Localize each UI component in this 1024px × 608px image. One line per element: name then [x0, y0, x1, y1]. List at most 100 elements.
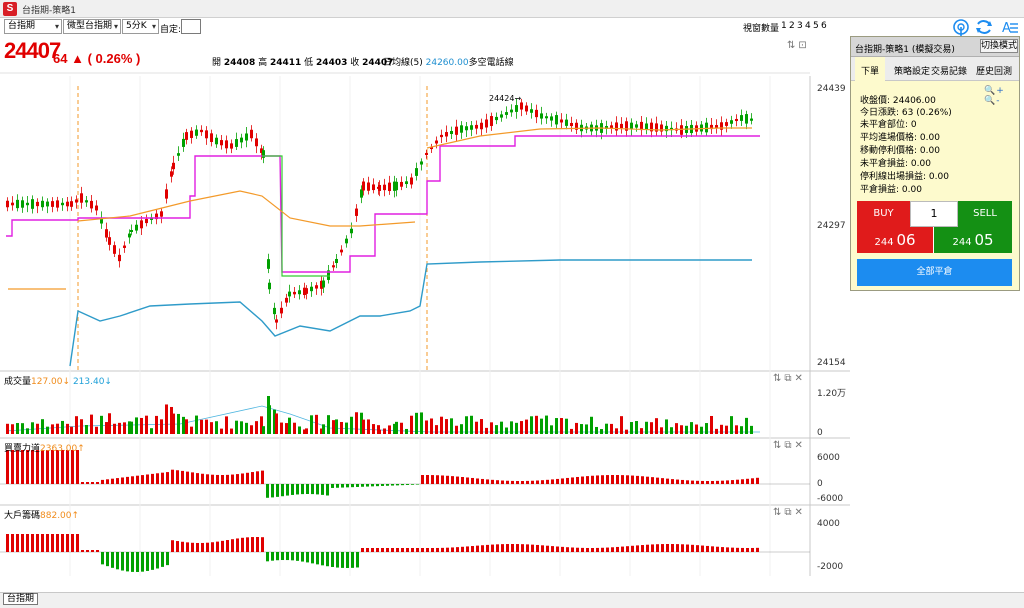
sell-price-button[interactable]: 244 05 — [934, 227, 1012, 253]
candle-body-65 — [305, 288, 308, 294]
tab-order[interactable]: 下單 — [855, 57, 886, 81]
volume-bar-27 — [135, 417, 138, 434]
big-bar-87 — [441, 547, 444, 552]
signal-icon[interactable] — [953, 19, 969, 36]
big-bar-119 — [601, 547, 604, 552]
force-bar-97 — [491, 479, 494, 484]
force-bar-85 — [431, 475, 434, 484]
force-bar-143 — [721, 480, 724, 484]
big-bar-94 — [476, 545, 479, 552]
ma-legend: 日均線(5) 24260.00多空電話線 — [383, 55, 514, 68]
volume-bar-74 — [345, 422, 348, 434]
contract-select[interactable]: 微型台指期 ▾ — [63, 19, 121, 34]
candle-body-35 — [172, 162, 175, 170]
tab-trade-records[interactable]: 交易記錄 — [931, 67, 968, 77]
volume-bar-100 — [465, 416, 468, 434]
big-bar-95 — [481, 545, 484, 552]
quantity-input[interactable]: 1 — [910, 201, 958, 227]
force-pane-controls[interactable]: ⇅⧉✕ — [773, 440, 806, 451]
volume-bar-65 — [305, 428, 308, 434]
candle-body-38 — [185, 132, 188, 140]
candle-body-94 — [435, 140, 438, 144]
candle-body-22 — [113, 245, 116, 254]
sell-button[interactable]: SELL — [958, 201, 1012, 227]
volume-bar-80 — [372, 424, 375, 434]
candle-body-103 — [480, 122, 483, 130]
view-count-1[interactable]: 1 — [781, 21, 787, 31]
view-count-5[interactable]: 5 — [813, 21, 819, 31]
close-all-button[interactable]: 全部平倉 — [857, 259, 1012, 286]
force-bar-48 — [246, 472, 249, 484]
tab-strategy-settings[interactable]: 策略設定 — [894, 67, 931, 77]
force-bar-45 — [231, 474, 234, 484]
view-count-2[interactable]: 2 — [789, 21, 795, 31]
view-count-6[interactable]: 6 — [821, 21, 827, 31]
volume-bar-5 — [31, 422, 34, 434]
candle-body-68 — [320, 280, 323, 289]
view-count-3[interactable]: 3 — [797, 21, 803, 31]
volume-y-label-zero: 0 — [817, 428, 823, 438]
force-bar-29 — [151, 473, 154, 484]
big-bar-7 — [41, 534, 44, 552]
symbol-select[interactable]: 台指期 ▾ — [4, 19, 62, 34]
volume-pane-controls[interactable]: ⇅⧉✕ — [773, 373, 806, 384]
switch-mode-button[interactable]: 切換模式 — [980, 39, 1018, 53]
candle-body-114 — [535, 109, 538, 118]
view-count-4[interactable]: 4 — [805, 21, 811, 31]
candle-body-37 — [182, 138, 185, 147]
volume-bar-2 — [16, 423, 19, 434]
price-change-value: 64 — [53, 51, 68, 66]
volume-bar-34 — [170, 406, 173, 434]
big-pane-controls[interactable]: ⇅⧉✕ — [773, 507, 806, 518]
zoom-in-icon[interactable]: 🔍+ — [984, 86, 1005, 96]
big-bar-35 — [181, 541, 184, 552]
big-bar-146 — [736, 547, 739, 552]
volume-bar-85 — [393, 423, 396, 434]
big-bar-148 — [746, 548, 749, 552]
candle-body-88 — [405, 181, 408, 185]
tab-backtest[interactable]: 歷史回測 — [976, 67, 1013, 77]
big-bar-104 — [526, 544, 529, 552]
force-bar-46 — [236, 474, 239, 484]
force-bar-126 — [636, 475, 639, 484]
candle-body-27 — [135, 224, 138, 231]
volume-bar-107 — [500, 421, 503, 434]
buy-button[interactable]: BUY — [857, 201, 910, 227]
candle-body-72 — [335, 258, 338, 264]
big-bar-50 — [256, 537, 259, 552]
volume-bar-139 — [660, 427, 663, 434]
big-bar-88 — [446, 547, 449, 552]
panel-tabs: 下單 策略設定 交易記錄 歷史回測 — [851, 57, 1019, 81]
big-bar-112 — [566, 547, 569, 552]
volume-bar-111 — [520, 421, 523, 434]
main-pane-settings-icon[interactable]: ⇅⊡ — [787, 40, 810, 51]
strategy-label: 多空電話線 — [468, 58, 514, 68]
force-bar-78 — [396, 484, 399, 486]
big-bar-78 — [396, 548, 399, 552]
big-bar-58 — [296, 552, 299, 561]
big-bar-76 — [386, 548, 389, 552]
big-bar-65 — [331, 552, 334, 567]
zoom-out-icon[interactable]: 🔍- — [984, 96, 1001, 106]
chevron-down-icon: ▾ — [151, 22, 156, 31]
custom-input[interactable] — [181, 19, 201, 34]
force-bar-81 — [411, 484, 414, 485]
volume-bar-73 — [340, 421, 343, 434]
refresh-icon[interactable] — [976, 20, 992, 34]
status-tab-symbol[interactable]: 台指期 — [3, 593, 39, 605]
volume-bar-20 — [105, 422, 108, 434]
volume-bar-30 — [150, 428, 153, 434]
big-bar-25 — [131, 552, 134, 572]
candle-body-113 — [530, 109, 533, 113]
high-value: 24411 — [269, 58, 302, 68]
big-bar-48 — [246, 537, 249, 552]
big-bar-126 — [636, 545, 639, 552]
buy-price-button[interactable]: 244 06 — [857, 227, 934, 253]
interval-select[interactable]: 5分K ▾ — [122, 19, 159, 34]
volume-bar-157 — [750, 425, 753, 434]
candle-body-118 — [555, 115, 558, 125]
volume-bar-33 — [165, 404, 168, 434]
big-bar-129 — [651, 544, 654, 552]
chart-settings-icon[interactable]: A — [1002, 21, 1018, 36]
price-chart[interactable] — [0, 36, 850, 592]
